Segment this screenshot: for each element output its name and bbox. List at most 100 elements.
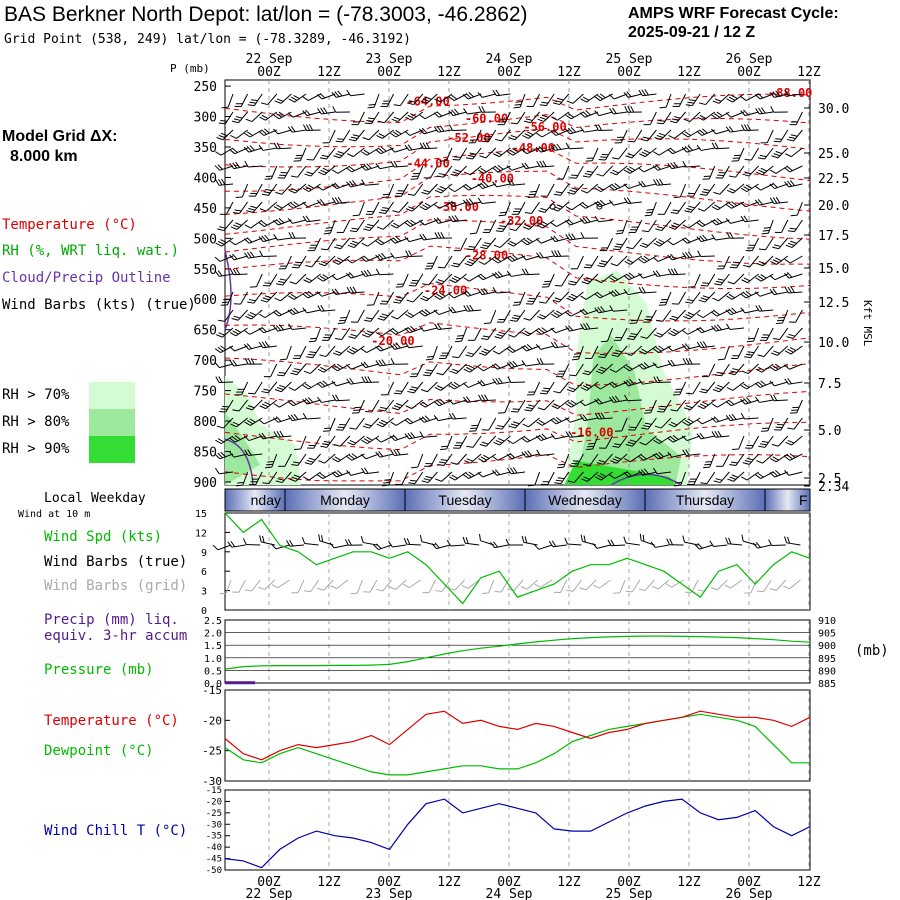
- barb-feather: [682, 224, 689, 229]
- wind-barb: [318, 255, 336, 267]
- barb-staff: [527, 327, 540, 337]
- barb-staff: [366, 147, 380, 156]
- barb-feather: [711, 142, 716, 149]
- barb-feather: [697, 116, 704, 121]
- barb-feather: [216, 137, 224, 141]
- barb-staff: [715, 129, 730, 135]
- barb-feather: [451, 306, 457, 313]
- barb-feather: [682, 329, 689, 335]
- barb-feather: [287, 217, 293, 224]
- barb-staff: [400, 183, 409, 197]
- wind-barb: [717, 345, 730, 361]
- bottom-hour-label: 00Z: [257, 875, 281, 890]
- barb-staff: [236, 219, 248, 230]
- wind-barb: [215, 435, 234, 445]
- barb-feather: [316, 199, 322, 206]
- barb-feather: [337, 426, 345, 429]
- wind-barb: [424, 255, 438, 270]
- barb-staff: [738, 435, 745, 450]
- wind-barb: [435, 471, 453, 482]
- wind-barb: [770, 255, 789, 265]
- barb-feather: [585, 160, 593, 162]
- barb-staff: [737, 147, 745, 161]
- barb-staff: [519, 291, 526, 306]
- barb-feather: [423, 177, 431, 179]
- barb-staff: [456, 453, 467, 465]
- barb-feather: [640, 454, 647, 460]
- barb-feather: [598, 459, 606, 463]
- wind-barb: [364, 111, 380, 125]
- barb-staff: [788, 471, 803, 476]
- barb-feather: [687, 312, 695, 316]
- barb-feather: [646, 208, 654, 211]
- wind-barb: [230, 129, 248, 139]
- barb-feather: [521, 346, 527, 352]
- wind-barb: [477, 197, 496, 204]
- barb-feather: [466, 458, 474, 462]
- barb-staff: [591, 147, 599, 161]
- barb-feather: [548, 540, 554, 547]
- wind-barb: [711, 234, 730, 241]
- rh-90-label: RH > 90%: [2, 441, 70, 457]
- bottom-date-label: 23 Sep: [366, 887, 413, 900]
- barb-feather: [235, 116, 243, 119]
- barb-feather: [699, 114, 707, 119]
- barb-staff: [671, 363, 686, 367]
- barb-feather: [278, 268, 286, 270]
- barb-staff: [730, 111, 745, 118]
- barb-staff: [704, 291, 716, 303]
- wind-barb: [513, 93, 526, 109]
- barb-feather: [450, 173, 458, 177]
- barb-staff: [717, 201, 730, 211]
- barb-feather: [346, 167, 353, 173]
- barb-feather: [349, 242, 357, 246]
- barb-staff: [673, 327, 686, 337]
- wind-barb: [742, 165, 759, 177]
- wind-barb: [727, 273, 745, 285]
- barb-feather: [656, 332, 663, 336]
- barb-staff: [219, 183, 234, 186]
- wind-barb: [289, 471, 307, 482]
- wind-barb: [740, 307, 759, 314]
- barb-feather: [451, 264, 458, 268]
- barb-feather: [526, 394, 534, 396]
- barb-staff: [369, 579, 378, 593]
- barb-staff: [715, 327, 730, 332]
- barb-feather: [462, 94, 469, 100]
- cloud-outline-left: [224, 250, 232, 330]
- barb-staff: [762, 165, 774, 176]
- barb-feather: [638, 89, 643, 96]
- barb-feather: [509, 255, 516, 261]
- barb-feather: [367, 117, 375, 120]
- barb-feather: [220, 119, 228, 122]
- barb-feather: [557, 466, 564, 469]
- barb-feather: [247, 405, 255, 409]
- wind-barb: [434, 183, 453, 194]
- barb-feather: [599, 447, 606, 449]
- wind-barb: [288, 183, 307, 194]
- barb-feather: [389, 343, 395, 350]
- barb-feather: [435, 281, 443, 285]
- barb-feather: [426, 265, 433, 267]
- barb-feather: [740, 187, 748, 193]
- barb-feather: [682, 421, 689, 426]
- wind-barb: [406, 291, 424, 303]
- wind-barb: [671, 291, 687, 305]
- barb-feather: [247, 449, 252, 456]
- barb-staff: [279, 399, 292, 408]
- wind-barb: [219, 201, 234, 215]
- barb-feather: [375, 360, 381, 367]
- wind-barb: [771, 435, 789, 447]
- wind-barb: [623, 471, 642, 478]
- wind-barb: [450, 453, 467, 465]
- barb-feather: [350, 592, 358, 595]
- temperature-contour-label: -64.00: [406, 95, 449, 109]
- wind-barb: [434, 291, 453, 300]
- wind-barb: [600, 327, 614, 343]
- barb-feather: [364, 332, 371, 336]
- barb-feather: [288, 295, 295, 300]
- barb-feather: [454, 169, 462, 173]
- barb-feather: [653, 179, 658, 186]
- barb-feather: [324, 334, 332, 336]
- barb-staff: [634, 219, 643, 233]
